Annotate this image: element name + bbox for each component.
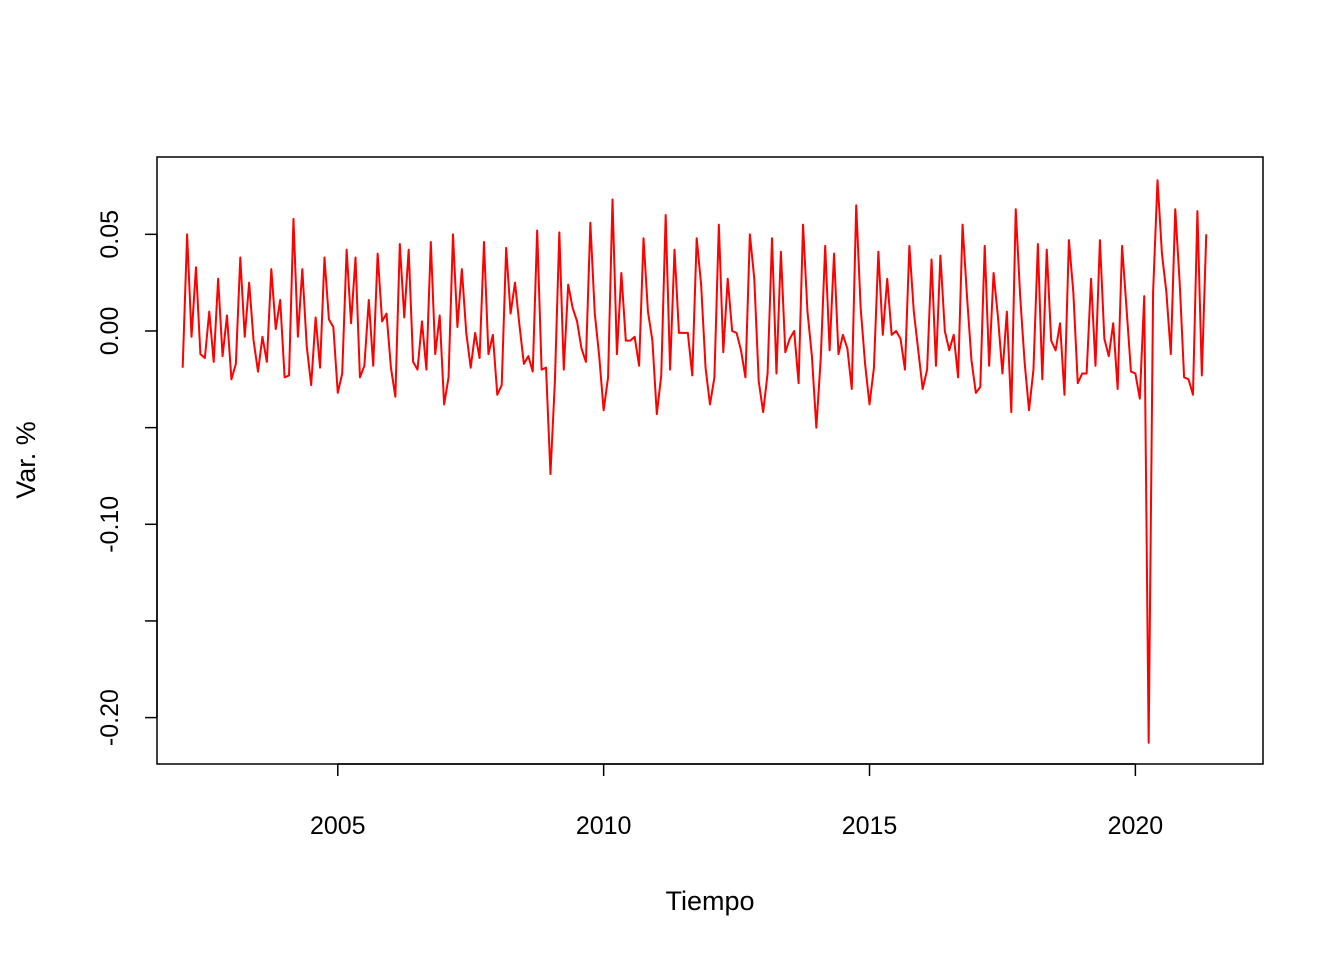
y-tick-label: -0.10 <box>96 496 124 553</box>
x-tick-label: 2020 <box>1108 812 1164 840</box>
plot-frame <box>156 156 1264 765</box>
y-axis: -0.20 -0.10 0.00 0.05 <box>96 210 158 746</box>
y-tick-label: -0.20 <box>96 689 124 746</box>
x-tick-label: 2015 <box>842 812 898 840</box>
x-tick-label: 2005 <box>310 812 366 840</box>
y-tick-label: 0.00 <box>96 307 124 356</box>
x-axis-title: Tiempo <box>665 886 754 916</box>
x-axis: 2005 2010 2015 2020 <box>310 763 1164 840</box>
x-tick-label: 2010 <box>576 812 632 840</box>
series-layer <box>181 179 1208 744</box>
series-line <box>181 179 1208 744</box>
y-axis-title: Var. % <box>11 421 41 499</box>
y-tick-label: 0.05 <box>96 210 124 259</box>
